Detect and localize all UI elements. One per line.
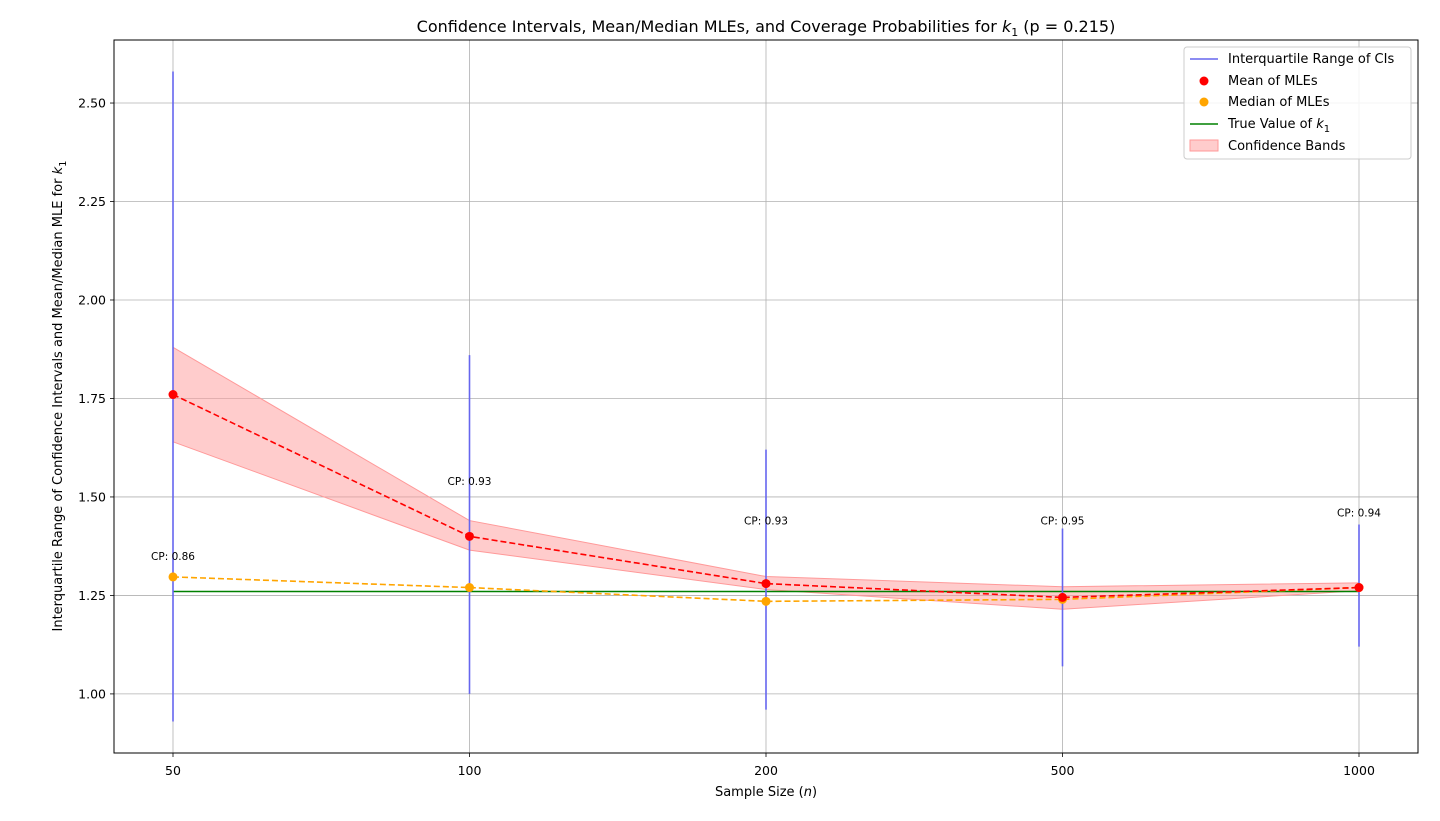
y-axis-title: Interquartile Range of Confidence Interv… [51,161,69,632]
chart-title-symbol: k [1002,17,1012,36]
mean-point-200 [761,579,771,589]
coverage-label-200: CP: 0.93 [744,516,788,528]
median-point-50 [168,572,178,582]
mean-line [172,393,1360,599]
y-tick-label: 2.50 [78,96,106,111]
coverage-label-500: CP: 0.95 [1041,516,1085,528]
mean-point-500 [1058,592,1067,602]
legend-true-label: True Value of k1 [1227,117,1330,135]
x-tick-label: 1000 [1343,763,1375,778]
legend-band-label: Confidence Bands [1228,139,1346,154]
x-tick-label: 100 [458,763,482,778]
mean-layer [168,390,1364,602]
legend-true-symbol: k [1316,117,1324,132]
coverage-label-50: CP: 0.86 [151,551,195,563]
mean-point-100 [465,531,474,541]
y-tick-label: 1.50 [78,489,106,504]
chart-title-prefix: Confidence Intervals, Mean/Median MLEs, … [417,17,1002,36]
legend: Interquartile Range of CIs Mean of MLEs … [1183,46,1412,160]
x-axis-ticks: 50 100 200 500 1000 [165,753,1375,778]
y-tick-label: 1.25 [78,588,106,603]
y-axis-ticks: 1.00 1.25 1.50 1.75 2.00 2.25 2.50 [78,96,114,701]
mean-point-1000 [1354,583,1364,593]
legend-band-swatch [1189,139,1219,152]
chart-title-subscript: 1 [1011,26,1018,39]
coverage-label-100: CP: 0.93 [448,476,492,488]
median-point-200 [761,596,771,606]
chart-title-suffix: (p = 0.215) [1018,17,1115,36]
legend-median-swatch [1199,97,1209,107]
legend-median-label: Median of MLEs [1228,95,1330,110]
legend-mean-label: Mean of MLEs [1228,74,1318,89]
legend-true-subscript: 1 [1324,124,1330,135]
x-tick-label: 200 [754,763,778,778]
median-point-100 [465,583,474,593]
x-tick-label: 500 [1051,763,1075,778]
legend-frame [1183,46,1412,160]
legend-true-prefix: True Value of [1227,117,1316,132]
y-axis-title-subscript: 1 [58,161,69,167]
legend-mean-swatch [1199,76,1209,86]
y-tick-label: 1.75 [78,391,106,406]
x-tick-label: 50 [165,763,181,778]
x-axis-title-suffix: ) [812,785,817,800]
y-tick-label: 1.00 [78,686,106,701]
y-tick-label: 2.25 [78,194,106,209]
y-axis-title-prefix: Interquartile Range of Confidence Interv… [51,174,66,631]
y-tick-label: 2.00 [78,292,106,307]
mean-point-50 [168,390,178,400]
x-axis-title: Sample Size (n) [715,785,817,800]
coverage-label-1000: CP: 0.94 [1337,508,1381,520]
x-axis-title-prefix: Sample Size ( [715,785,804,800]
y-axis-title-symbol: k [51,166,66,174]
x-axis-title-symbol: n [804,785,812,800]
legend-iqr-label: Interquartile Range of CIs [1228,52,1394,67]
chart-title: Confidence Intervals, Mean/Median MLEs, … [417,17,1116,39]
coverage-annotation-layer: CP: 0.86 CP: 0.93 CP: 0.93 CP: 0.95 CP: 0.94 [151,476,1381,563]
